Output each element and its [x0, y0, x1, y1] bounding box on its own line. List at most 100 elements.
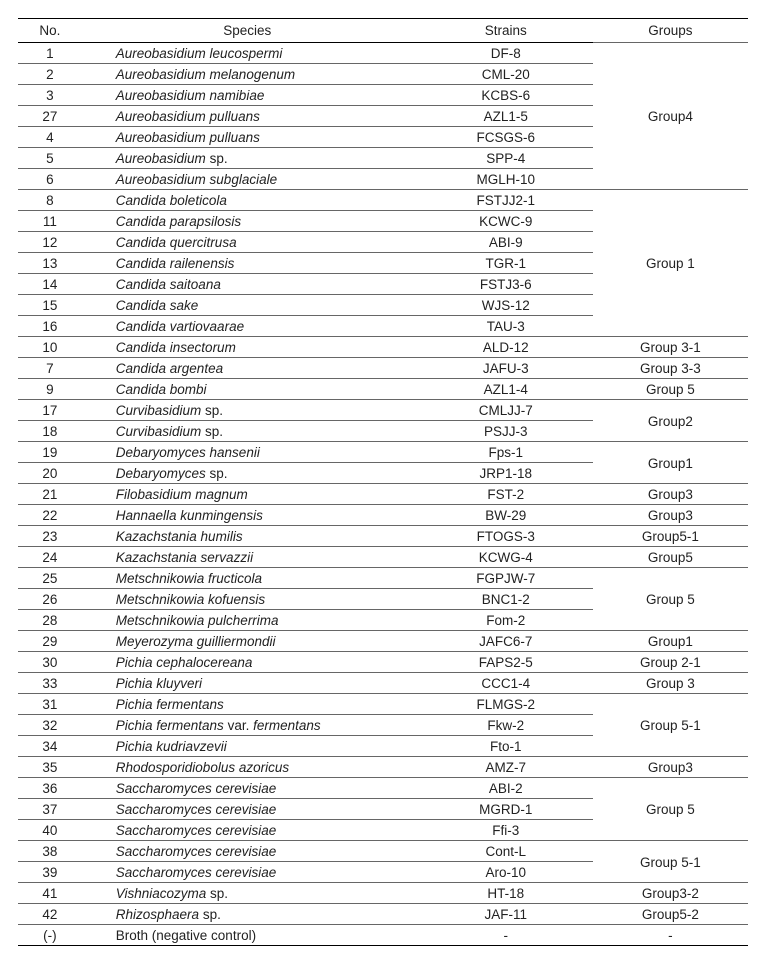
cell-strain: Aro-10: [419, 862, 593, 883]
cell-strain: Ffi-3: [419, 820, 593, 841]
cell-species: Debaryomyces hansenii: [82, 442, 419, 463]
cell-strain: JAFU-3: [419, 358, 593, 379]
species-table: No. Species Strains Groups 1Aureobasidiu…: [18, 18, 748, 946]
cell-strain: AZL1-5: [419, 106, 593, 127]
cell-species: Rhizosphaera sp.: [82, 904, 419, 925]
cell-group: -: [593, 925, 748, 946]
cell-no: 38: [18, 841, 82, 862]
cell-no: 4: [18, 127, 82, 148]
cell-strain: TGR-1: [419, 253, 593, 274]
table-row: 24Kazachstania servazziiKCWG-4Group5: [18, 547, 748, 568]
cell-strain: Cont-L: [419, 841, 593, 862]
cell-no: 31: [18, 694, 82, 715]
cell-strain: Fom-2: [419, 610, 593, 631]
cell-species: Hannaella kunmingensis: [82, 505, 419, 526]
cell-species: Pichia kudriavzevii: [82, 736, 419, 757]
cell-species: Broth (negative control): [82, 925, 419, 946]
cell-strain: ABI-2: [419, 778, 593, 799]
cell-strain: CML-20: [419, 64, 593, 85]
cell-no: 32: [18, 715, 82, 736]
cell-strain: JAFC6-7: [419, 631, 593, 652]
col-header-strains: Strains: [419, 19, 593, 43]
cell-strain: ALD-12: [419, 337, 593, 358]
cell-species: Aureobasidium melanogenum: [82, 64, 419, 85]
cell-group: Group3: [593, 505, 748, 526]
table-row: 36Saccharomyces cerevisiaeABI-2Group 5: [18, 778, 748, 799]
cell-group: Group1: [593, 631, 748, 652]
cell-strain: FST-2: [419, 484, 593, 505]
cell-strain: JRP1-18: [419, 463, 593, 484]
cell-species: Candida insectorum: [82, 337, 419, 358]
cell-strain: CCC1-4: [419, 673, 593, 694]
cell-no: 3: [18, 85, 82, 106]
cell-group: Group2: [593, 400, 748, 442]
cell-strain: Fps-1: [419, 442, 593, 463]
cell-species: Curvibasidium sp.: [82, 400, 419, 421]
cell-no: 42: [18, 904, 82, 925]
cell-group: Group 3: [593, 673, 748, 694]
cell-no: 13: [18, 253, 82, 274]
table-row: 19Debaryomyces hanseniiFps-1Group1: [18, 442, 748, 463]
cell-strain: SPP-4: [419, 148, 593, 169]
cell-species: Candida boleticola: [82, 190, 419, 211]
cell-group: Group 5-1: [593, 841, 748, 883]
cell-strain: CMLJJ-7: [419, 400, 593, 421]
col-header-species: Species: [82, 19, 419, 43]
cell-species: Metschnikowia kofuensis: [82, 589, 419, 610]
cell-no: 27: [18, 106, 82, 127]
table-row: 22Hannaella kunmingensisBW-29Group3: [18, 505, 748, 526]
cell-species: Candida sake: [82, 295, 419, 316]
table-row: 42Rhizosphaera sp.JAF-11Group5-2: [18, 904, 748, 925]
cell-strain: Fkw-2: [419, 715, 593, 736]
cell-no: 24: [18, 547, 82, 568]
cell-strain: DF-8: [419, 43, 593, 64]
cell-strain: WJS-12: [419, 295, 593, 316]
cell-species: Vishniacozyma sp.: [82, 883, 419, 904]
cell-species: Metschnikowia pulcherrima: [82, 610, 419, 631]
cell-species: Pichia fermentans: [82, 694, 419, 715]
header-row: No. Species Strains Groups: [18, 19, 748, 43]
cell-group: Group3: [593, 757, 748, 778]
cell-no: 34: [18, 736, 82, 757]
cell-species: Saccharomyces cerevisiae: [82, 820, 419, 841]
cell-strain: FCSGS-6: [419, 127, 593, 148]
cell-no: 25: [18, 568, 82, 589]
table-body: 1Aureobasidium leucospermiDF-8Group42Aur…: [18, 43, 748, 946]
cell-strain: PSJJ-3: [419, 421, 593, 442]
cell-species: Curvibasidium sp.: [82, 421, 419, 442]
table-row: 10Candida insectorumALD-12Group 3-1: [18, 337, 748, 358]
cell-no: 36: [18, 778, 82, 799]
cell-strain: FGPJW-7: [419, 568, 593, 589]
cell-strain: KCBS-6: [419, 85, 593, 106]
cell-no: 12: [18, 232, 82, 253]
cell-strain: AMZ-7: [419, 757, 593, 778]
cell-no: 11: [18, 211, 82, 232]
cell-no: 21: [18, 484, 82, 505]
cell-strain: FSTJ3-6: [419, 274, 593, 295]
cell-group: Group5: [593, 547, 748, 568]
table-row: 25Metschnikowia fructicolaFGPJW-7Group 5: [18, 568, 748, 589]
table-row: 8Candida boleticolaFSTJJ2-1Group 1: [18, 190, 748, 211]
cell-no: 29: [18, 631, 82, 652]
cell-group: Group 5-1: [593, 694, 748, 757]
cell-group: Group3: [593, 484, 748, 505]
cell-species: Kazachstania humilis: [82, 526, 419, 547]
cell-no: 23: [18, 526, 82, 547]
cell-group: Group 5: [593, 778, 748, 841]
cell-strain: FSTJJ2-1: [419, 190, 593, 211]
cell-no: 2: [18, 64, 82, 85]
cell-species: Debaryomyces sp.: [82, 463, 419, 484]
cell-no: 40: [18, 820, 82, 841]
table-row: 31Pichia fermentansFLMGS-2Group 5-1: [18, 694, 748, 715]
table-row: 9Candida bombiAZL1-4Group 5: [18, 379, 748, 400]
cell-species: Meyerozyma guilliermondii: [82, 631, 419, 652]
cell-strain: AZL1-4: [419, 379, 593, 400]
table-row: 35Rhodosporidiobolus azoricusAMZ-7Group3: [18, 757, 748, 778]
cell-strain: KCWC-9: [419, 211, 593, 232]
cell-no: 19: [18, 442, 82, 463]
cell-species: Aureobasidium namibiae: [82, 85, 419, 106]
cell-strain: -: [419, 925, 593, 946]
cell-species: Pichia cephalocereana: [82, 652, 419, 673]
cell-strain: MGLH-10: [419, 169, 593, 190]
cell-strain: FTOGS-3: [419, 526, 593, 547]
